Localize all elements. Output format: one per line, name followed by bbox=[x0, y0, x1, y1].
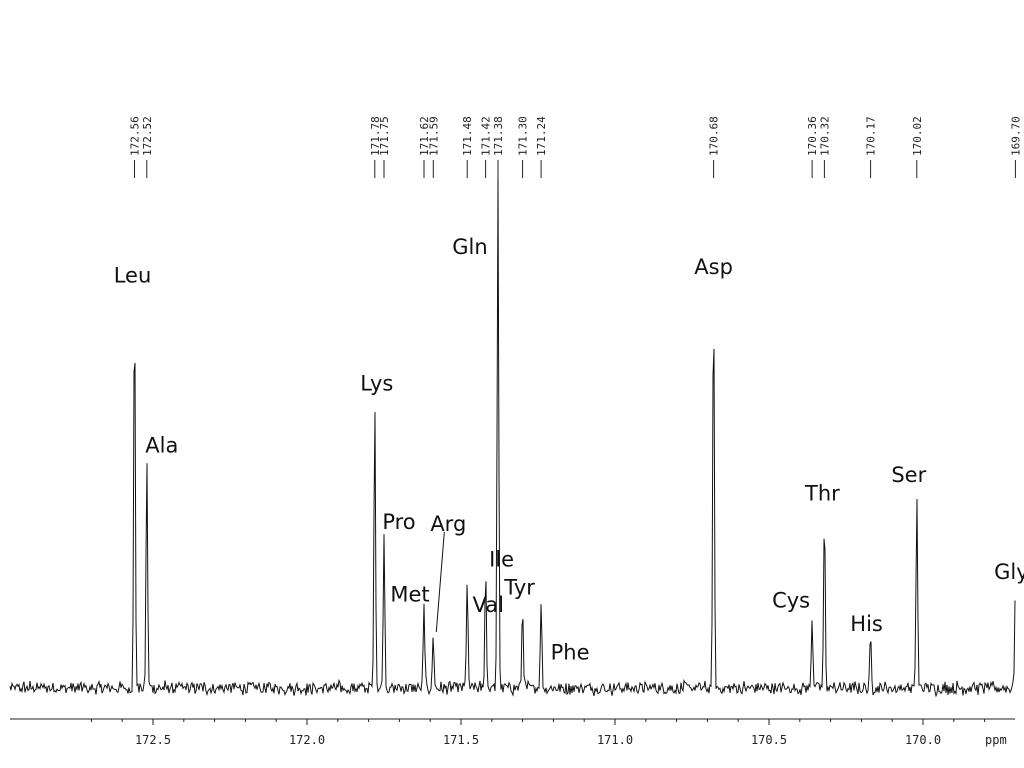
residue-label-ala: Ala bbox=[145, 434, 178, 458]
shift-label: 171.48 bbox=[461, 116, 474, 156]
spectrum-trace-group bbox=[9, 176, 1016, 698]
shift-label: 169.70 bbox=[1009, 116, 1022, 156]
shift-label: 170.68 bbox=[708, 116, 721, 156]
shift-label: 171.59 bbox=[427, 116, 440, 156]
residue-label-leu: Leu bbox=[114, 263, 152, 287]
shift-label: 171.42 bbox=[480, 116, 493, 156]
x-axis-tick-label: 172.5 bbox=[135, 733, 171, 747]
residue-label-arg: Arg bbox=[430, 512, 466, 536]
residue-label-val: Val bbox=[472, 593, 503, 617]
residue-label-gly: Gly bbox=[994, 560, 1024, 584]
shift-label: 170.02 bbox=[911, 116, 924, 156]
residue-label-tyr: Tyr bbox=[503, 575, 535, 599]
shift-label: 171.62 bbox=[418, 116, 431, 156]
x-axis-unit-label: ppm bbox=[985, 733, 1007, 747]
x-axis-tick-label: 171.5 bbox=[443, 733, 479, 747]
residue-label-lys: Lys bbox=[360, 371, 393, 395]
residue-label-ser: Ser bbox=[891, 463, 926, 487]
shift-label: 170.17 bbox=[865, 116, 878, 156]
shift-label: 171.38 bbox=[492, 116, 505, 156]
residue-label-thr: Thr bbox=[804, 482, 840, 506]
shift-label: 171.30 bbox=[517, 116, 530, 156]
shift-label: 171.75 bbox=[378, 116, 391, 156]
shift-label: 170.36 bbox=[806, 116, 819, 156]
x-axis-tick-label: 170.0 bbox=[905, 733, 941, 747]
x-axis-tick-label: 172.0 bbox=[289, 733, 325, 747]
x-axis-tick-label: 170.5 bbox=[751, 733, 787, 747]
residue-label-cys: Cys bbox=[772, 589, 810, 613]
arg-label-leader bbox=[435, 531, 445, 633]
shift-label: 172.56 bbox=[129, 116, 142, 156]
residue-label-asp: Asp bbox=[694, 255, 733, 279]
residue-label-group: Leu Ala Lys Pro Met Arg Val Ile Gln Tyr Phe Asp Cys T… bbox=[114, 235, 1024, 664]
residue-label-phe: Phe bbox=[551, 640, 590, 664]
x-axis-tick-label: 171.0 bbox=[597, 733, 633, 747]
residue-label-his: His bbox=[850, 612, 883, 636]
shift-label: 170.32 bbox=[818, 116, 831, 156]
x-axis: 172.5 172.0 171.5 171.0 170.5 170.0 bbox=[10, 718, 1015, 747]
shift-label: 172.52 bbox=[141, 116, 154, 156]
residue-label-met: Met bbox=[390, 582, 429, 606]
residue-label-pro: Pro bbox=[382, 510, 415, 534]
residue-label-gln: Gln bbox=[452, 235, 487, 259]
shift-label: 171.24 bbox=[535, 116, 548, 156]
shift-label: 171.78 bbox=[369, 116, 382, 156]
residue-label-ile: Ile bbox=[489, 548, 514, 572]
spectrum-trace bbox=[9, 176, 1016, 698]
